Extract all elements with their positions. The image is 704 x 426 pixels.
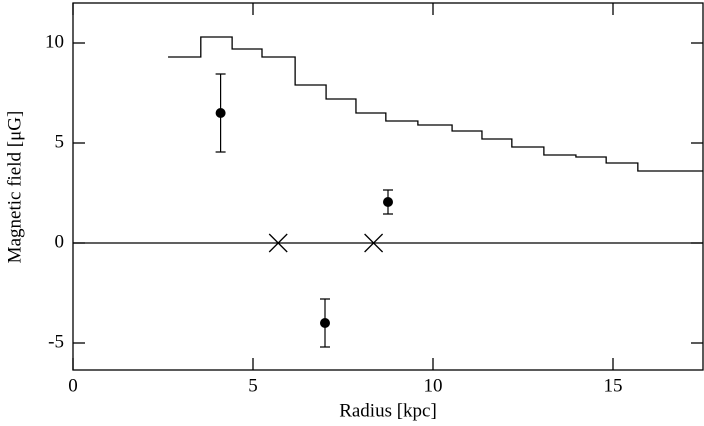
y-tick-label: 5 <box>55 131 65 152</box>
step-line <box>168 36 703 172</box>
y-axis-label: Magnetic field [μG] <box>4 111 25 264</box>
x-tick-label: 10 <box>424 375 443 396</box>
y-tick-label: 0 <box>55 231 65 252</box>
y-tick-label: -5 <box>48 331 64 352</box>
cross-marker <box>364 233 384 253</box>
x-axis-label: Radius [kpc] <box>339 400 437 421</box>
data-point <box>383 197 393 207</box>
data-point <box>215 108 226 118</box>
cross-marker <box>268 233 288 253</box>
x-tick-label: 15 <box>604 375 623 396</box>
plot-frame <box>72 2 704 371</box>
data-point <box>320 318 330 328</box>
x-tick-label: 0 <box>68 375 78 396</box>
x-tick-label: 5 <box>248 375 258 396</box>
y-tick-label: 10 <box>45 31 64 52</box>
